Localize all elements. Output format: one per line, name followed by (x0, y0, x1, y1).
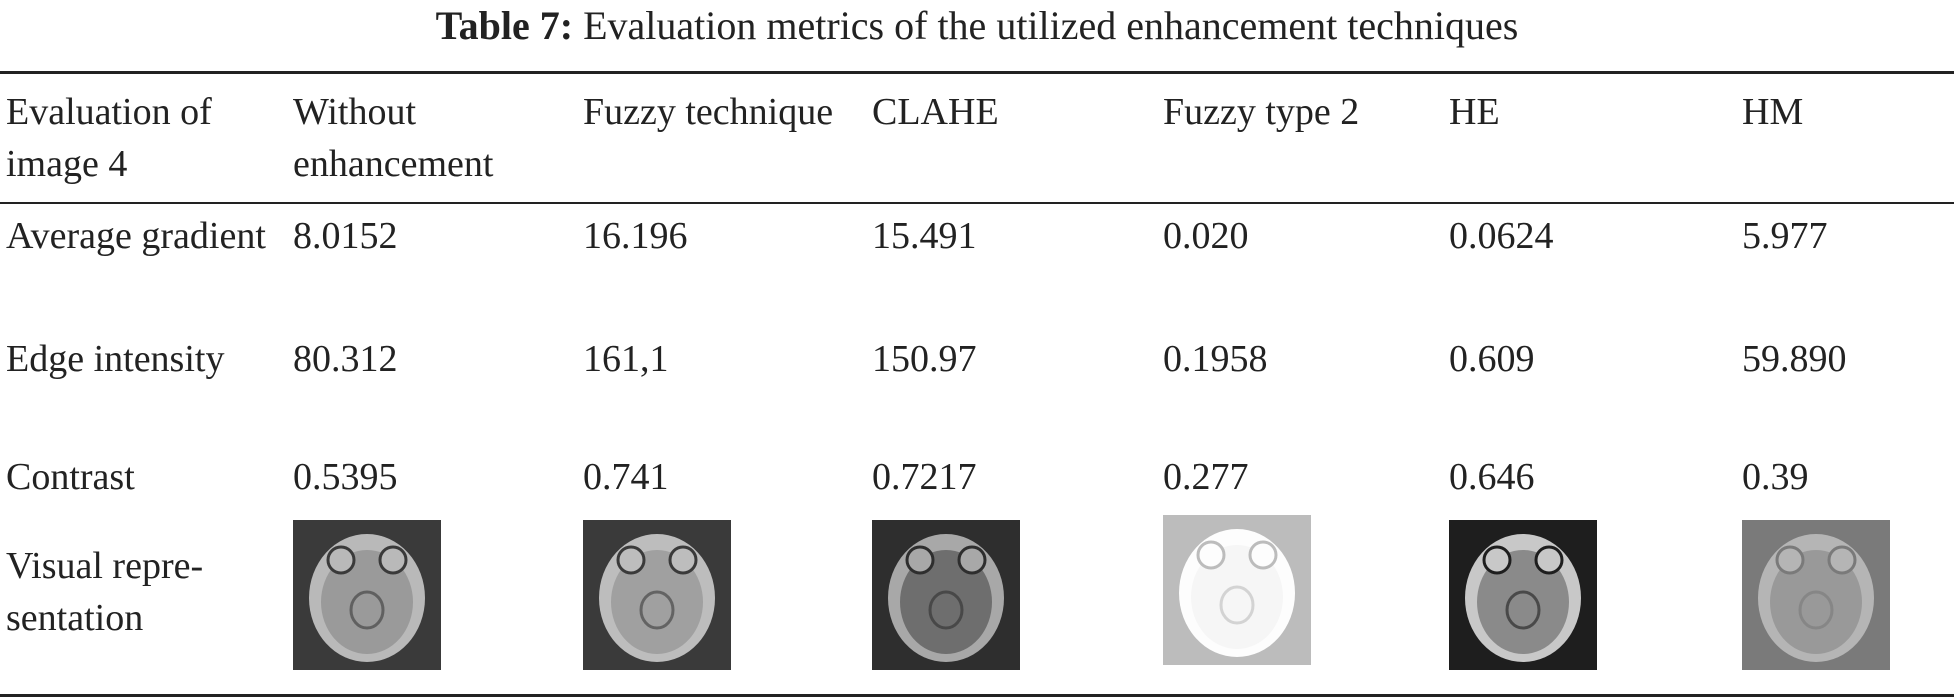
header-cell: Without enhancement (293, 91, 494, 185)
thumbnail (1163, 515, 1311, 665)
table-cell: 0.0624 (1449, 215, 1554, 257)
thumbnail-shape (928, 590, 964, 630)
table-cell: 0.741 (583, 456, 669, 498)
top-rule (0, 71, 1954, 74)
header-cell: CLAHE (872, 91, 999, 133)
table-cell: 0.609 (1449, 338, 1535, 380)
header-cell: HE (1449, 91, 1500, 133)
table-caption: Table 7: Evaluation metrics of the utiliz… (0, 2, 1954, 50)
table-cell: 0.277 (1163, 456, 1249, 498)
table-cell: 0.1958 (1163, 338, 1268, 380)
thumbnail-shape (611, 550, 703, 654)
header-rule (0, 202, 1954, 204)
table-cell: 8.0152 (293, 215, 398, 257)
thumbnail-shape (1798, 590, 1834, 630)
thumbnail-shape (1219, 585, 1255, 625)
table-cell: 16.196 (583, 215, 688, 257)
thumbnail-shape (349, 590, 385, 630)
thumbnail-shape (1827, 545, 1857, 575)
caption-label: Table 7: (435, 3, 574, 48)
header-cell: Evaluation of image 4 (6, 91, 212, 185)
table-cell: 0.39 (1742, 456, 1809, 498)
thumbnail-shape (1248, 540, 1278, 570)
thumbnail-shape (378, 545, 408, 575)
thumbnail (1449, 520, 1597, 670)
caption-text: Evaluation metrics of the utilized enhan… (583, 3, 1519, 48)
table-cell: 80.312 (293, 338, 398, 380)
thumbnail-shape (905, 545, 935, 575)
table-cell: 0.7217 (872, 456, 977, 498)
thumbnail-shape (639, 590, 675, 630)
thumbnail (583, 520, 731, 670)
row-label: Edge intensity (6, 338, 225, 380)
thumbnail-shape (957, 545, 987, 575)
thumbnail (1742, 520, 1890, 670)
table-cell: 0.020 (1163, 215, 1249, 257)
header-cell: HM (1742, 91, 1804, 133)
thumbnail-shape (1477, 550, 1569, 654)
table-cell: 5.977 (1742, 215, 1828, 257)
table-cell: 150.97 (872, 338, 977, 380)
thumbnail-shape (326, 545, 356, 575)
thumbnail-shape (1775, 545, 1805, 575)
bottom-rule (0, 694, 1954, 697)
table-cell: 59.890 (1742, 338, 1847, 380)
table-cell: 0.646 (1449, 456, 1535, 498)
row-label: Contrast (6, 456, 135, 498)
thumbnail (293, 520, 441, 670)
table-cell: 15.491 (872, 215, 977, 257)
thumbnail-shape (900, 550, 992, 654)
table-cell: 161,1 (583, 338, 669, 380)
header-cell: Fuzzy technique (583, 91, 834, 133)
thumbnail-shape (668, 545, 698, 575)
thumbnail-shape (1196, 540, 1226, 570)
header-cell: Fuzzy type 2 (1163, 91, 1360, 133)
thumbnail-shape (1770, 550, 1862, 654)
thumbnail-shape (616, 545, 646, 575)
thumbnail-shape (1534, 545, 1564, 575)
thumbnail-shape (1482, 545, 1512, 575)
thumbnail-shape (321, 550, 413, 654)
thumbnail-shape (1191, 545, 1283, 649)
row-label: Average gradient (6, 215, 266, 257)
row-label: Visual repre-sentation (6, 545, 204, 639)
table-cell: 0.5395 (293, 456, 398, 498)
thumbnail (872, 520, 1020, 670)
thumbnail-shape (1505, 590, 1541, 630)
